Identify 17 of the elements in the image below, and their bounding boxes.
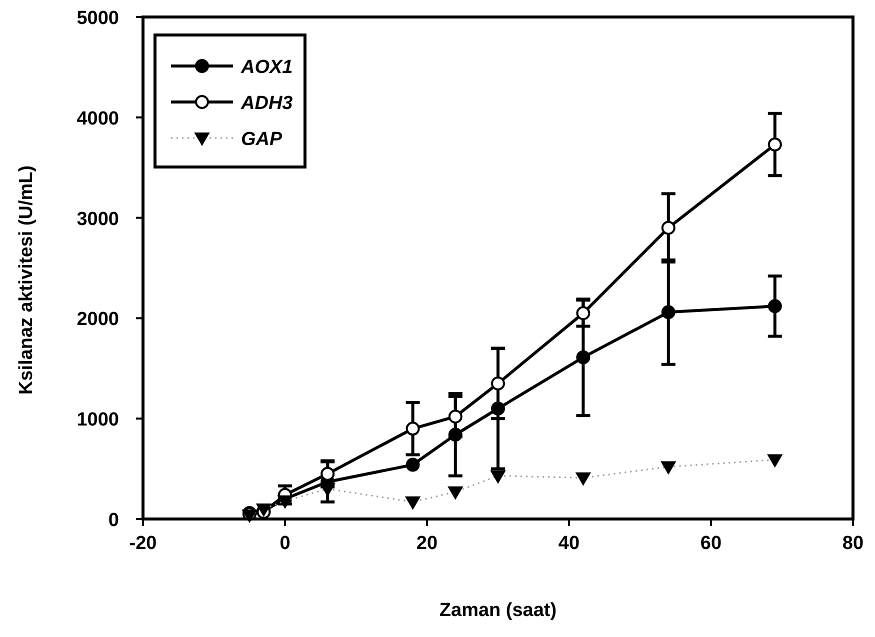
x-tick-label: -20 [129,533,157,554]
x-tick-label: 0 [280,533,290,554]
legend-label: ADH3 [240,93,294,114]
y-tick-label: 1000 [76,410,119,431]
y-tick-label: 3000 [76,208,119,230]
y-tick-label: 5000 [76,8,119,29]
x-axis-title: Zaman (saat) [439,600,557,621]
y-tick-label: 0 [108,510,119,531]
x-tick-label: 80 [842,533,864,554]
x-tick-label: 60 [700,533,722,554]
x-tick-label: 40 [558,533,580,554]
y-axis-title: Ksilanaz aktivitesi (U/mL) [16,165,37,395]
y-tick-label: 2000 [76,309,119,330]
x-tick-label: 20 [416,533,438,554]
legend-label: AOX1 [240,57,293,78]
y-tick-label: 4000 [76,108,119,130]
legend-label: GAP [241,129,282,150]
